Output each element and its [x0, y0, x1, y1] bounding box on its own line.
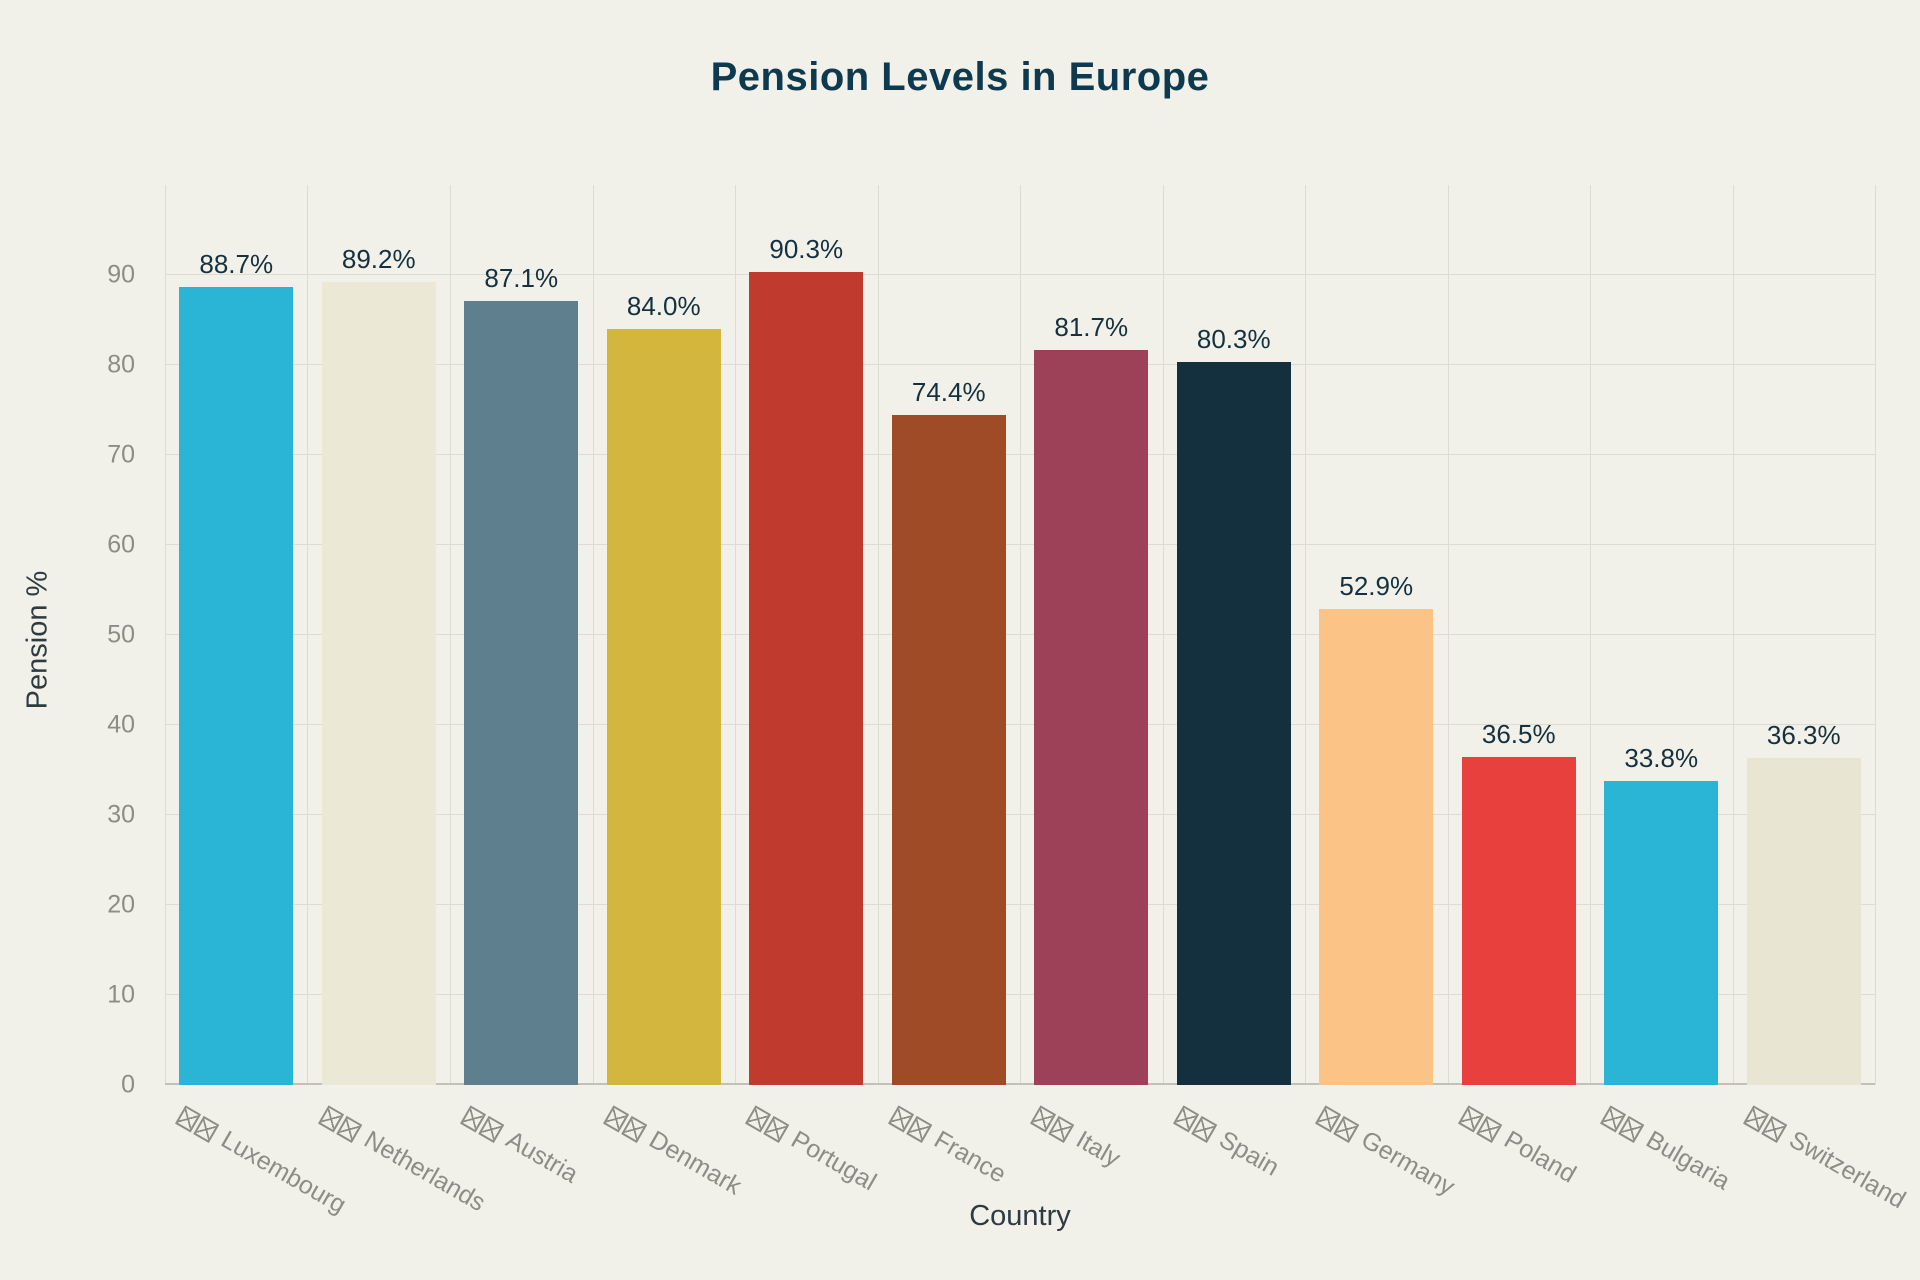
bar-value-label: 80.3%	[1196, 324, 1271, 355]
bar-value-label: 89.2%	[341, 244, 416, 275]
x-tick-label: France	[886, 1101, 1011, 1189]
h-gridline	[165, 724, 1875, 725]
y-tick-label: 10	[107, 980, 135, 1009]
bar-slot-bulgaria: 33.8% Bulgaria	[1590, 185, 1735, 1196]
h-gridline	[165, 814, 1875, 815]
bar-germany: 52.9%	[1319, 571, 1434, 1085]
bar-value-label: 84.0%	[626, 291, 701, 321]
bar-value-label: 74.4%	[911, 377, 986, 408]
v-gridline	[307, 185, 309, 1085]
y-tick-label: 90	[107, 260, 135, 289]
x-tick-label: Denmark	[601, 1101, 746, 1201]
bar-value-label: 52.9%	[1339, 570, 1414, 601]
x-tick-label: Portugal	[744, 1101, 881, 1197]
chart-title: Pension Levels in Europe	[710, 55, 1210, 99]
v-gridline	[1304, 185, 1306, 1085]
y-tick-label: 30	[107, 800, 135, 829]
h-gridline	[165, 544, 1875, 545]
v-gridline	[877, 185, 879, 1085]
bar-value-label: 87.1%	[484, 263, 559, 294]
v-gridline	[1020, 185, 1021, 1085]
plot-area: 88.7% Luxembourg 89.2% Netherlands 87.1% A…	[165, 185, 1910, 1219]
bar-slot-france: 74.4% France	[878, 185, 1021, 1189]
h-gridline	[165, 454, 1875, 455]
bar-denmark: 84.0%	[606, 291, 721, 1085]
y-tick-label: 80	[107, 350, 135, 379]
bar-value-label: 90.3%	[769, 234, 844, 265]
v-gridline	[734, 185, 736, 1085]
v-gridline	[165, 185, 166, 1085]
bar-slot-spain: 80.3% Spain	[1163, 185, 1306, 1182]
h-gridline	[165, 994, 1875, 995]
x-tick-label: Poland	[1456, 1101, 1581, 1190]
h-gridline	[165, 904, 1875, 905]
bar-value-label: 36.3%	[1766, 720, 1841, 751]
y-tick-label: 50	[107, 620, 135, 649]
bar-value-label: 81.7%	[1054, 311, 1129, 342]
x-tick-label: Austria	[459, 1101, 583, 1189]
bar-slot-italy: 81.7% Italy	[1020, 185, 1163, 1173]
x-tick-label: Italy	[1029, 1101, 1125, 1174]
bar-bulgaria: 33.8%	[1604, 743, 1719, 1085]
y-tick-label: 70	[107, 440, 135, 469]
bar-slot-germany: 52.9% Germany	[1305, 185, 1460, 1201]
y-tick-label: 0	[121, 1070, 135, 1099]
bar-france: 74.4%	[891, 377, 1006, 1085]
bar-luxembourg: 88.7%	[179, 249, 294, 1085]
x-axis-baseline	[165, 1083, 1875, 1085]
bar-poland: 36.5%	[1461, 719, 1576, 1085]
y-tick-label: 40	[107, 710, 135, 739]
bar-slot-netherlands: 89.2% Netherlands	[308, 185, 490, 1217]
bar-value-label: 88.7%	[199, 248, 274, 279]
x-tick-label: Switzerland	[1741, 1101, 1910, 1215]
bar-spain: 80.3%	[1176, 324, 1291, 1085]
v-gridline	[592, 185, 594, 1085]
h-gridline	[165, 274, 1875, 275]
bars-container: 88.7% Luxembourg 89.2% Netherlands 87.1% A…	[165, 185, 1910, 1219]
v-gridline	[1875, 185, 1876, 1085]
bar-value-label: 33.8%	[1624, 742, 1699, 773]
bar-austria: 87.1%	[464, 263, 579, 1085]
x-axis-title: Country	[969, 1200, 1071, 1232]
y-axis: 0 10 20 30 40 50 60 70 80 90	[0, 185, 150, 1099]
bar-switzerland: 36.3%	[1746, 720, 1861, 1085]
x-tick-label: Bulgaria	[1599, 1101, 1735, 1196]
x-tick-label: Spain	[1171, 1101, 1284, 1183]
v-gridline	[1447, 185, 1449, 1085]
y-tick-label: 60	[107, 530, 135, 559]
bar-italy: 81.7%	[1034, 312, 1149, 1085]
bar-slot-poland: 36.5% Poland	[1448, 185, 1591, 1189]
x-tick-label: Germany	[1314, 1101, 1460, 1202]
h-gridline	[165, 634, 1875, 635]
bar-value-label: 36.5%	[1481, 718, 1556, 749]
bar-slot-luxembourg: 88.7% Luxembourg	[165, 185, 351, 1219]
bar-slot-switzerland: 36.3% Switzerland	[1733, 185, 1910, 1214]
v-gridline	[1590, 185, 1591, 1085]
v-gridline	[1162, 185, 1164, 1085]
y-tick-label: 20	[107, 890, 135, 919]
v-gridline	[1732, 185, 1734, 1085]
h-gridline	[165, 364, 1875, 365]
bar-slot-portugal: 90.3% Portugal	[735, 185, 881, 1196]
bar-portugal: 90.3%	[749, 234, 864, 1085]
bar-netherlands: 89.2%	[321, 244, 436, 1085]
v-gridline	[449, 185, 451, 1085]
bar-slot-austria: 87.1% Austria	[450, 185, 593, 1189]
bar-slot-denmark: 84.0% Denmark	[593, 185, 746, 1200]
